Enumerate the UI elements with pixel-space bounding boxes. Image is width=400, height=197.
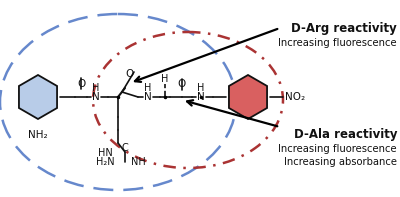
Text: O: O xyxy=(126,69,134,79)
Text: H: H xyxy=(144,83,152,93)
Text: Increasing fluorescence: Increasing fluorescence xyxy=(278,38,397,48)
Text: Increasing fluorescence: Increasing fluorescence xyxy=(278,144,397,154)
Text: C: C xyxy=(122,143,128,153)
Text: N: N xyxy=(92,92,100,102)
Text: Increasing absorbance: Increasing absorbance xyxy=(284,157,397,167)
Text: HN: HN xyxy=(98,148,112,158)
Text: H: H xyxy=(92,83,100,93)
Text: D-Arg reactivity: D-Arg reactivity xyxy=(291,22,397,35)
Text: NO₂: NO₂ xyxy=(285,92,305,102)
Text: N: N xyxy=(144,92,152,102)
Text: NH₂: NH₂ xyxy=(28,130,48,140)
Text: O: O xyxy=(77,79,85,89)
Polygon shape xyxy=(19,75,57,119)
Text: N: N xyxy=(197,92,205,102)
Text: H₂N: H₂N xyxy=(96,157,114,167)
Text: H: H xyxy=(161,74,169,84)
Text: D-Ala reactivity: D-Ala reactivity xyxy=(294,128,397,141)
Text: O: O xyxy=(178,79,186,89)
Text: NH: NH xyxy=(131,157,145,167)
Polygon shape xyxy=(229,75,267,119)
Text: H: H xyxy=(197,83,205,93)
